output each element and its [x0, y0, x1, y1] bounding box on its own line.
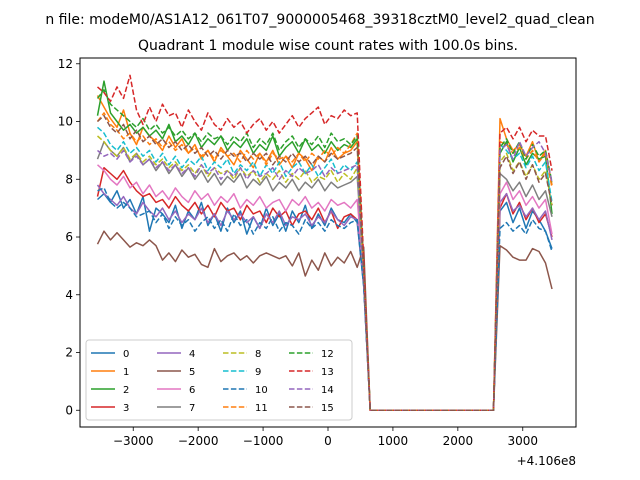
- x-tick-label: −2000: [178, 434, 219, 448]
- y-tick-label: 12: [58, 57, 73, 71]
- legend-label: 3: [123, 403, 129, 414]
- series-layer: [96, 74, 553, 412]
- y-tick-label: 6: [65, 230, 73, 244]
- legend-label: 14: [321, 385, 334, 396]
- y-tick-label: 8: [65, 172, 73, 186]
- legend-label: 4: [189, 349, 195, 360]
- x-tick-label: 1000: [378, 434, 409, 448]
- legend-label: 13: [321, 367, 334, 378]
- legend-label: 10: [255, 385, 268, 396]
- x-tick-label: −3000: [113, 434, 154, 448]
- chart-title: Quadrant 1 module wise count rates with …: [138, 38, 518, 54]
- legend-label: 2: [123, 385, 129, 396]
- x-tick-label: 2000: [443, 434, 474, 448]
- figure-suptitle: n file: modeM0/AS1A12_061T07_9000005468_…: [45, 12, 594, 28]
- series-line-15: [97, 114, 553, 412]
- x-tick-label: 3000: [507, 434, 538, 448]
- legend-label: 0: [123, 349, 129, 360]
- legend-label: 11: [255, 403, 268, 414]
- legend-label: 6: [189, 385, 195, 396]
- x-tick-label: −1000: [243, 434, 284, 448]
- x-axis: −3000 −2000 −1000 0 1000 2000 3000: [113, 427, 538, 448]
- series-line-8: [97, 135, 553, 412]
- legend-box: [85, 339, 353, 421]
- x-tick-label: 0: [324, 434, 332, 448]
- y-tick-label: 2: [65, 346, 73, 360]
- legend-label: 12: [321, 349, 334, 360]
- legend-label: 7: [189, 403, 195, 414]
- y-tick-label: 10: [58, 115, 73, 129]
- legend-label: 8: [255, 349, 261, 360]
- legend-label: 1: [123, 367, 129, 378]
- y-tick-label: 0: [65, 403, 73, 417]
- legend-label: 15: [321, 403, 334, 414]
- x-offset-label: +4.106e8: [517, 454, 576, 468]
- legend-label: 5: [189, 367, 195, 378]
- legend-label: 9: [255, 367, 261, 378]
- y-axis: 0 2 4 6 8 10 12: [58, 57, 80, 417]
- y-tick-label: 4: [65, 288, 73, 302]
